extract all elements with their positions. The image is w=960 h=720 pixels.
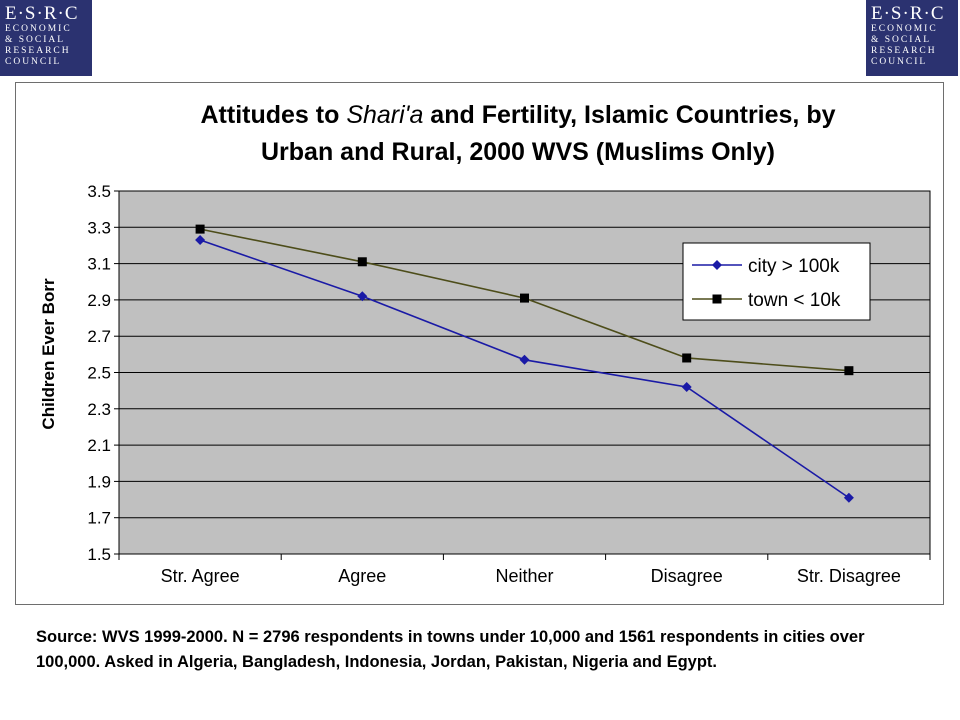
logo-line-3: & SOCIAL xyxy=(5,35,66,45)
logo-line-3: & SOCIAL xyxy=(871,35,932,45)
y-tick-label: 1.7 xyxy=(87,509,111,528)
data-point-series-1 xyxy=(357,291,368,302)
y-tick-label: 2.1 xyxy=(87,436,111,455)
x-tick-label: Disagree xyxy=(651,566,723,586)
x-tick-label: Str. Disagree xyxy=(797,566,901,586)
x-tick-label: Neither xyxy=(495,566,553,586)
legend-label-2: town < 10k xyxy=(748,290,841,311)
y-tick-label: 2.5 xyxy=(87,364,111,383)
chart-frame: Attitudes to Shari'a and Fertility, Isla… xyxy=(15,82,944,605)
legend-label-1: city > 100k xyxy=(748,256,840,277)
logo-line-4: RESEARCH xyxy=(5,46,71,56)
chart-title-line-1: Attitudes to Shari'a and Fertility, Isla… xyxy=(200,101,835,129)
esrc-logo-right: E·S·R·C ECONOMIC & SOCIAL RESEARCH COUNC… xyxy=(866,0,958,76)
y-tick-label: 3.1 xyxy=(87,255,111,274)
y-tick-label: 3.3 xyxy=(87,218,111,237)
legend-marker-1 xyxy=(712,260,722,270)
data-point-series-1 xyxy=(195,235,206,246)
data-point-series-2 xyxy=(195,224,205,234)
logo-line-2: ECONOMIC xyxy=(5,24,72,34)
data-point-series-2 xyxy=(520,293,529,303)
line-chart: Attitudes to Shari'a and Fertility, Isla… xyxy=(39,101,931,586)
source-note: Source: WVS 1999-2000. N = 2796 responde… xyxy=(36,628,865,671)
logo-line-1: E·S·R·C xyxy=(871,3,945,24)
data-point-series-1 xyxy=(681,382,692,393)
logo-line-5: COUNCIL xyxy=(871,57,928,67)
logo-line-4: RESEARCH xyxy=(871,46,937,56)
y-tick-label: 3.5 xyxy=(87,182,111,201)
logo-line-2: ECONOMIC xyxy=(871,24,938,34)
logo-line-1: E·S·R·C xyxy=(5,3,79,24)
y-tick-label: 2.7 xyxy=(87,327,111,346)
legend-marker-2 xyxy=(712,294,722,304)
logo-line-5: COUNCIL xyxy=(5,57,62,67)
data-point-series-1 xyxy=(843,492,854,503)
y-tick-label: 1.9 xyxy=(87,472,111,491)
y-tick-label: 2.9 xyxy=(87,291,111,310)
y-axis-label: Children Ever Borr xyxy=(39,278,58,430)
y-tick-label: 2.3 xyxy=(87,400,111,419)
y-tick-label: 1.5 xyxy=(87,545,111,564)
data-point-series-2 xyxy=(844,366,854,376)
esrc-logo-left: E·S·R·C ECONOMIC & SOCIAL RESEARCH COUNC… xyxy=(0,0,92,76)
data-point-series-2 xyxy=(682,353,692,363)
x-tick-label: Agree xyxy=(338,566,386,586)
x-tick-label: Str. Agree xyxy=(161,566,240,586)
data-point-series-1 xyxy=(519,354,530,365)
data-point-series-2 xyxy=(357,257,367,267)
chart-title-line-2: Urban and Rural, 2000 WVS (Muslims Only) xyxy=(261,138,775,166)
legend-box xyxy=(682,242,871,321)
